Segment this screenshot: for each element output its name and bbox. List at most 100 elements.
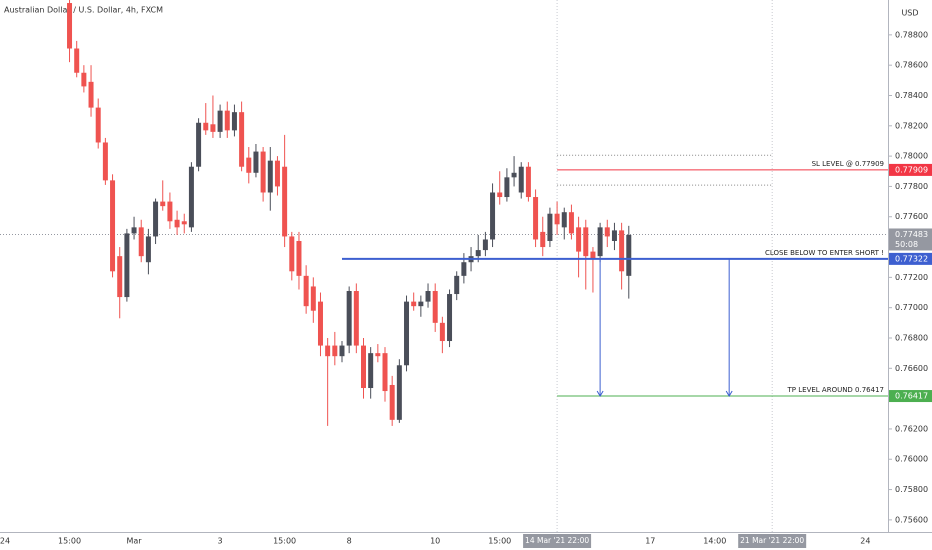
time-marker-label: 21 Mar '21 22:00 bbox=[740, 536, 804, 545]
y-tick-label: 0.78600 bbox=[895, 61, 928, 70]
candle-body bbox=[482, 239, 488, 251]
candle-body bbox=[540, 231, 546, 248]
candle-body bbox=[217, 110, 223, 132]
candle-body bbox=[67, 3, 73, 49]
time-marker-label: 14 Mar '21 22:00 bbox=[525, 536, 589, 545]
candle-body bbox=[267, 160, 273, 193]
candle-body bbox=[145, 236, 151, 263]
candle-body bbox=[124, 233, 130, 298]
candle-body bbox=[497, 192, 503, 198]
candle-body bbox=[317, 301, 323, 346]
candle-body bbox=[339, 345, 345, 357]
candle-body bbox=[353, 291, 359, 346]
countdown-label: 50:08 bbox=[895, 240, 918, 249]
x-tick-label: 14:00 bbox=[703, 537, 726, 546]
last-price-label: 0.77483 bbox=[895, 230, 928, 239]
candle-body bbox=[439, 322, 445, 342]
candle-body bbox=[296, 240, 302, 276]
level-label: TP LEVEL AROUND 0.76417 bbox=[787, 386, 884, 394]
candle-body bbox=[260, 151, 266, 193]
candle-body bbox=[611, 230, 617, 241]
y-tick-label: 0.76000 bbox=[895, 455, 928, 464]
x-tick-label: 8 bbox=[347, 537, 352, 546]
x-tick-label: 24 bbox=[860, 537, 870, 546]
candle-body bbox=[411, 301, 417, 307]
candle-body bbox=[389, 384, 395, 420]
candle-body bbox=[303, 275, 309, 307]
candle-body bbox=[447, 294, 453, 342]
candle-body bbox=[454, 275, 460, 295]
y-tick-label: 0.78400 bbox=[895, 91, 928, 100]
y-tick-label: 0.77200 bbox=[895, 273, 928, 282]
y-tick-label: 0.77000 bbox=[895, 303, 928, 312]
level-tag bbox=[889, 390, 932, 403]
candle-body bbox=[525, 166, 531, 198]
candle-body bbox=[361, 345, 366, 389]
candle-body bbox=[174, 219, 180, 228]
y-tick-label: 0.78200 bbox=[895, 121, 928, 130]
y-tick-label: 0.78000 bbox=[895, 152, 928, 161]
candle-body bbox=[368, 353, 374, 389]
candle-body bbox=[590, 251, 596, 260]
candle-body bbox=[274, 160, 280, 187]
x-tick-label: 24 bbox=[0, 537, 10, 546]
level-tag-label: 0.77909 bbox=[895, 165, 928, 174]
candle-body bbox=[160, 201, 166, 207]
candle-body bbox=[490, 192, 496, 240]
y-tick-label: 0.76800 bbox=[895, 333, 928, 342]
candle-body bbox=[188, 166, 194, 228]
candle-body bbox=[547, 213, 553, 241]
candle-body bbox=[117, 256, 123, 298]
candle-body bbox=[88, 81, 94, 108]
candle-body bbox=[138, 227, 144, 257]
candle-body bbox=[533, 197, 539, 240]
candle-body bbox=[583, 227, 589, 257]
x-tick-label: 15:00 bbox=[58, 537, 81, 546]
level-label: CLOSE BELOW TO ENTER SHORT ! bbox=[765, 249, 884, 257]
candle-body bbox=[404, 301, 410, 366]
candle-body bbox=[461, 262, 467, 276]
candle-body bbox=[239, 112, 245, 167]
candle-body bbox=[475, 250, 481, 257]
y-tick-label: 0.77600 bbox=[895, 212, 928, 221]
candle-body bbox=[231, 112, 237, 131]
level-label: SL LEVEL @ 0.77909 bbox=[812, 160, 884, 168]
candle-body bbox=[619, 230, 625, 272]
candle-body bbox=[282, 166, 288, 237]
candle-body bbox=[504, 177, 510, 198]
candle-body bbox=[224, 110, 230, 131]
candle-body bbox=[604, 227, 610, 237]
x-tick-label: Mar bbox=[127, 537, 143, 546]
candle-body bbox=[131, 227, 137, 234]
candle-body bbox=[253, 151, 259, 173]
x-tick-label: 17 bbox=[645, 537, 655, 546]
candle-body bbox=[561, 212, 567, 228]
candle-body bbox=[597, 227, 603, 257]
candle-body bbox=[81, 72, 87, 87]
candle-body bbox=[511, 172, 517, 178]
arrow-head bbox=[725, 390, 733, 398]
candle-body bbox=[74, 48, 80, 73]
candle-body bbox=[626, 234, 632, 276]
candle-body bbox=[425, 291, 431, 302]
y-tick-label: 0.75600 bbox=[895, 515, 928, 524]
y-tick-label: 0.78800 bbox=[895, 30, 928, 39]
level-tag-label: 0.76417 bbox=[895, 392, 928, 401]
x-tick-label: 15:00 bbox=[273, 537, 296, 546]
y-tick-label: 0.77800 bbox=[895, 182, 928, 191]
candle-body bbox=[181, 221, 187, 225]
candle-body bbox=[375, 353, 381, 357]
candle-body bbox=[102, 142, 108, 181]
level-tag bbox=[889, 163, 932, 176]
candle-body bbox=[110, 180, 116, 272]
currency: USD bbox=[901, 9, 918, 18]
candle-body bbox=[432, 291, 438, 323]
candle-body bbox=[382, 353, 388, 392]
x-tick-label: 10 bbox=[430, 537, 440, 546]
candle-body bbox=[554, 213, 560, 225]
time-marker-box bbox=[523, 534, 592, 548]
candle-body bbox=[418, 301, 424, 307]
time-marker-box bbox=[738, 534, 807, 548]
